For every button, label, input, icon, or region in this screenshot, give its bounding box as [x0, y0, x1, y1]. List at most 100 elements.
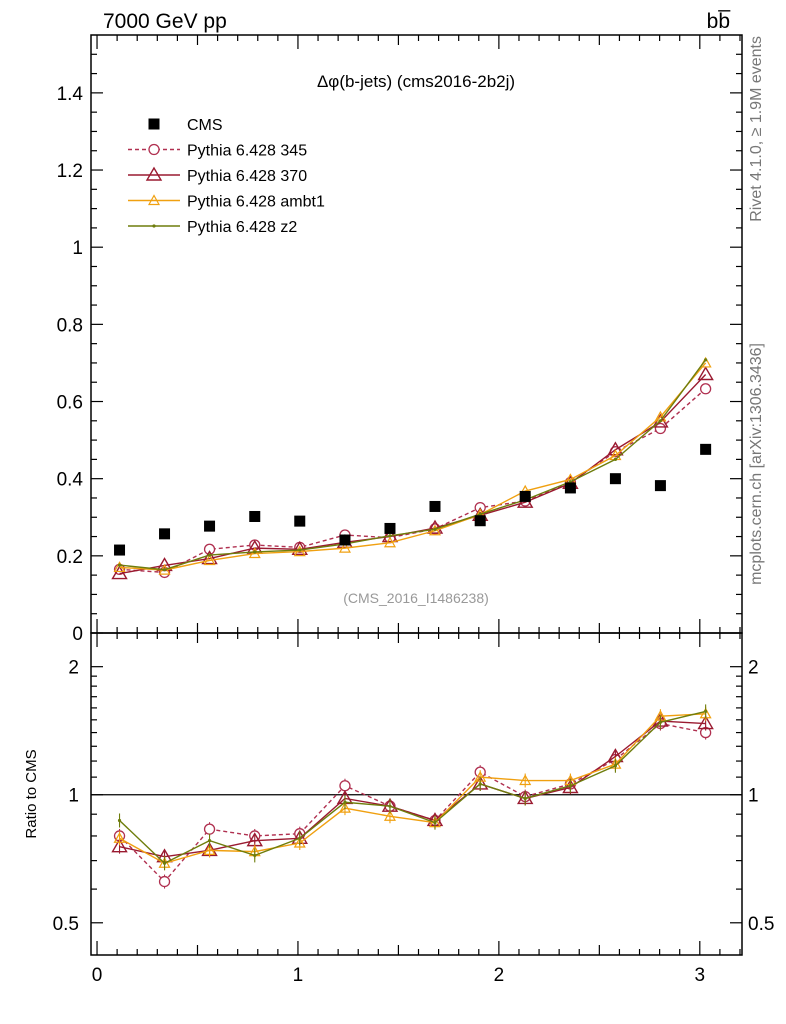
legend-label: Pythia 6.428 z2 [187, 219, 297, 236]
data-point-ratio [203, 823, 216, 835]
data-point-cms [564, 482, 576, 494]
data-point-main [697, 366, 714, 381]
side-label-bottom: mcplots.cern.ch [arXiv:1306.3436] [748, 343, 765, 585]
data-point-ratio [117, 818, 122, 823]
data-point-ratio [478, 782, 482, 786]
process-label: bb̅ [707, 10, 732, 33]
data-point-ratio [343, 800, 347, 804]
series-line-main [119, 359, 707, 571]
data-point-main [433, 527, 437, 531]
data-point-ratio [697, 715, 714, 730]
ratio-series-group [111, 704, 714, 889]
ratio-y-tick-label-right: 2 [748, 658, 759, 679]
data-point-main [117, 563, 122, 567]
main-y-tick-label: 0.4 [57, 470, 84, 491]
ratio-x-tick-label: 0 [92, 965, 103, 986]
data-point-main [478, 512, 482, 516]
legend-marker [148, 143, 160, 156]
data-point-ratio [158, 875, 171, 888]
data-point-ratio [113, 832, 126, 843]
data-point-ratio [111, 838, 128, 853]
data-point-main [162, 568, 167, 572]
data-point-main [383, 536, 396, 548]
data-point-main [293, 545, 306, 557]
main-plot-watermark: (CMS_2016_I1486238) [343, 590, 489, 606]
legend-marker [148, 118, 160, 130]
legend: CMS Pythia 6.428 345 Pythia 6.428 370 Pythi… [128, 117, 325, 236]
data-point-ratio [298, 836, 302, 840]
series-line-main [119, 362, 707, 571]
data-point-ratio [519, 774, 532, 786]
data-point-ratio [388, 804, 392, 808]
energy-label: 7000 GeV pp [103, 10, 227, 33]
data-point-main [207, 553, 212, 557]
series-line-main [119, 388, 707, 574]
data-point-ratio [162, 861, 167, 865]
data-point-cms [519, 490, 531, 502]
ratio-y-tick-label: 0.5 [53, 914, 79, 935]
main-y-tick-label: 0.2 [57, 547, 83, 568]
ratio-axis-ticks: 0.5 0.5 1 1 2 2 0 1 2 3 [53, 633, 774, 986]
data-point-cms [700, 443, 712, 455]
legend-marker [145, 166, 163, 181]
data-point-ratio [293, 836, 306, 848]
data-point-main [388, 534, 392, 538]
ratio-y-axis-label: Ratio to CMS [23, 749, 40, 838]
legend-label: CMS [187, 117, 223, 134]
ratio-y-tick-label-right: 0.5 [748, 914, 774, 935]
data-point-cms [609, 473, 621, 485]
main-y-tick-label: 0 [72, 624, 83, 645]
data-point-main [338, 541, 351, 553]
side-label-top: Rivet 4.1.0, ≥ 1.9M events [748, 36, 765, 222]
data-point-cms [159, 528, 171, 540]
ratio-x-tick-label: 3 [695, 965, 706, 986]
data-point-ratio [207, 839, 212, 843]
data-point-main [613, 457, 618, 461]
legend-label: Pythia 6.428 345 [187, 143, 307, 160]
main-y-tick-label: 0.6 [57, 393, 83, 414]
legend-label: Pythia 6.428 370 [187, 168, 307, 185]
data-point-main [654, 422, 667, 435]
data-point-cms [249, 510, 261, 522]
data-point-main [699, 383, 712, 395]
ratio-x-tick-label: 2 [494, 965, 505, 986]
main-y-tick-label: 1.4 [57, 84, 84, 105]
ratio-x-tick-label: 1 [293, 965, 304, 986]
legend-marker [147, 194, 161, 206]
ratio-y-tick-label-right: 1 [748, 786, 759, 807]
data-point-ratio [433, 820, 437, 825]
main-plot-title: Δφ(b-jets) (cms2016-2b2j) [317, 72, 515, 91]
data-point-cms [204, 520, 216, 532]
data-point-ratio [523, 796, 527, 801]
data-point-main [113, 561, 126, 573]
legend-label: Pythia 6.428 ambt1 [187, 194, 325, 211]
data-point-cms [339, 534, 351, 546]
data-point-ratio [383, 810, 396, 821]
series-line-ratio [119, 713, 706, 865]
data-point-main [201, 550, 218, 565]
data-point-main [253, 550, 257, 554]
data-point-main [248, 547, 261, 559]
data-point-main [704, 358, 708, 362]
data-point-main [426, 519, 444, 534]
data-point-cms [294, 515, 306, 527]
data-point-main [291, 540, 308, 555]
ratio-plot-frame [90, 632, 743, 956]
data-point-main [658, 419, 663, 423]
main-y-axis-ticks: 0 0.2 0.4 0.6 0.8 1 1.2 1.4 [57, 35, 742, 645]
main-y-tick-label: 1.2 [57, 161, 83, 182]
ratio-y-tick-label: 2 [68, 658, 79, 679]
main-y-tick-label: 0.8 [57, 315, 83, 336]
data-point-main [298, 548, 302, 552]
legend-marker [152, 224, 156, 228]
data-point-cms [114, 544, 126, 556]
data-point-ratio [203, 844, 216, 855]
series-line-ratio [119, 722, 706, 883]
data-point-main [111, 565, 128, 580]
main-y-tick-label: 1 [72, 238, 83, 259]
data-point-main [203, 554, 216, 566]
series-line-ratio [119, 720, 706, 858]
data-point-cms [654, 480, 666, 492]
data-point-ratio [253, 853, 257, 858]
